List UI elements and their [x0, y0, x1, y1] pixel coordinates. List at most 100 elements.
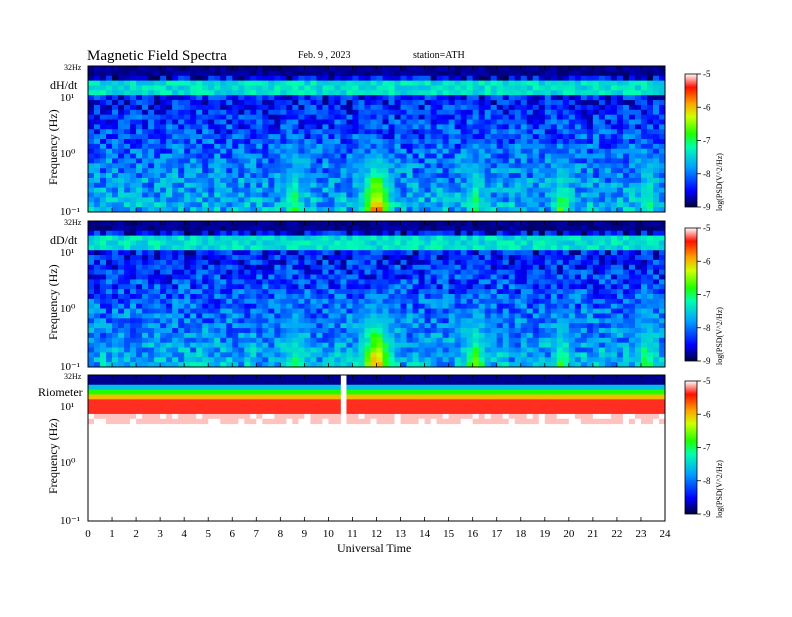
- spectrogram-cell: [166, 85, 172, 90]
- spectrogram-cell: [112, 85, 118, 90]
- spectrogram-cell: [605, 144, 611, 149]
- spectrogram-cell: [623, 120, 629, 125]
- spectrogram-cell: [250, 304, 256, 309]
- spectrogram-cell: [142, 168, 148, 173]
- spectrogram-cell: [431, 279, 437, 284]
- spectrogram-cell: [214, 90, 220, 95]
- spectrogram-cell: [364, 202, 370, 207]
- spectrogram-cell: [491, 81, 497, 86]
- spectrogram-cell: [238, 95, 244, 100]
- spectrogram-cell: [250, 149, 256, 154]
- spectrogram-cell: [581, 275, 587, 280]
- spectrogram-cell: [184, 168, 190, 173]
- spectrogram-cell: [136, 294, 142, 299]
- spectrogram-cell: [220, 129, 226, 134]
- spectrogram-cell: [352, 265, 358, 270]
- spectrogram-cell: [292, 66, 298, 71]
- spectrogram-cell: [485, 284, 491, 289]
- spectrogram-cell: [268, 85, 274, 90]
- spectrogram-cell: [328, 193, 334, 198]
- spectrogram-cell: [437, 129, 443, 134]
- spectrogram-cell: [485, 81, 491, 86]
- spectrogram-cell: [443, 284, 449, 289]
- spectrogram-cell: [497, 81, 503, 86]
- spectrogram-cell: [172, 100, 178, 105]
- spectrogram-cell: [629, 240, 635, 245]
- spectrogram-cell: [352, 124, 358, 129]
- spectrogram-cell: [226, 105, 232, 110]
- spectrogram-cell: [641, 90, 647, 95]
- spectrogram-cell: [449, 120, 455, 125]
- spectrogram-cell: [545, 289, 551, 294]
- spectrogram-cell: [166, 66, 172, 71]
- spectrogram-cell: [515, 129, 521, 134]
- spectrogram-cell: [244, 197, 250, 202]
- spectrogram-cell: [539, 284, 545, 289]
- spectrogram-cell: [389, 304, 395, 309]
- spectrogram-cell: [383, 309, 389, 314]
- spectrogram-cell: [419, 81, 425, 86]
- spectrogram-cell: [635, 173, 641, 178]
- spectrogram-cell: [100, 279, 106, 284]
- spectrogram-cell: [443, 318, 449, 323]
- spectrogram-cell: [635, 260, 641, 265]
- spectrogram-cell: [190, 309, 196, 314]
- spectrogram-cell: [136, 120, 142, 125]
- spectrogram-cell: [148, 173, 154, 178]
- spectrogram-cell: [383, 139, 389, 144]
- spectrogram-cell: [533, 120, 539, 125]
- spectrogram-cell: [250, 294, 256, 299]
- spectrogram-cell: [256, 202, 262, 207]
- spectrogram-cell: [503, 231, 509, 236]
- spectrogram-cell: [352, 250, 358, 255]
- spectrogram-cell: [581, 221, 587, 226]
- spectrogram-cell: [389, 221, 395, 226]
- spectrogram-cell: [449, 158, 455, 163]
- spectrogram-cell: [425, 255, 431, 260]
- spectrogram-cell: [310, 173, 316, 178]
- spectrogram-cell: [124, 323, 130, 328]
- spectrogram-cell: [136, 139, 142, 144]
- spectrogram-cell: [473, 284, 479, 289]
- spectrogram-cell: [364, 120, 370, 125]
- spectrogram-cell: [503, 275, 509, 280]
- spectrogram-cell: [539, 105, 545, 110]
- spectrogram-cell: [569, 158, 575, 163]
- spectrogram-cell: [190, 275, 196, 280]
- spectrogram-cell: [521, 76, 527, 81]
- spectrogram-cell: [515, 309, 521, 314]
- spectrogram-cell: [395, 289, 401, 294]
- spectrogram-cell: [659, 110, 665, 115]
- spectrogram-cell: [310, 66, 316, 71]
- spectrogram-cell: [425, 231, 431, 236]
- spectrogram-cell: [358, 197, 364, 202]
- spectrogram-cell: [298, 202, 304, 207]
- spectrogram-cell: [322, 158, 328, 163]
- spectrogram-cell: [244, 85, 250, 90]
- spectrogram-cell: [611, 90, 617, 95]
- spectrogram-cell: [509, 144, 515, 149]
- spectrogram-cell: [563, 304, 569, 309]
- spectrogram-cell: [334, 100, 340, 105]
- spectrogram-cell: [298, 245, 304, 250]
- spectrogram-cell: [340, 245, 346, 250]
- spectrogram-cell: [449, 197, 455, 202]
- spectrogram-cell: [208, 173, 214, 178]
- spectrogram-cell: [557, 85, 563, 90]
- spectrogram-cell: [545, 134, 551, 139]
- spectrogram-cell: [515, 294, 521, 299]
- spectrogram-cell: [346, 105, 352, 110]
- spectrogram-cell: [509, 284, 515, 289]
- spectrogram-cell: [395, 245, 401, 250]
- spectrogram-cell: [521, 90, 527, 95]
- spectrogram-cell: [298, 318, 304, 323]
- spectrogram-cell: [130, 144, 136, 149]
- spectrogram-cell: [491, 318, 497, 323]
- spectrogram-cell: [178, 154, 184, 159]
- spectrogram-cell: [521, 95, 527, 100]
- spectrogram-cell: [130, 260, 136, 265]
- spectrogram-cell: [196, 250, 202, 255]
- spectrogram-cell: [94, 149, 100, 154]
- spectrogram-cell: [88, 115, 94, 120]
- spectrogram-cell: [545, 299, 551, 304]
